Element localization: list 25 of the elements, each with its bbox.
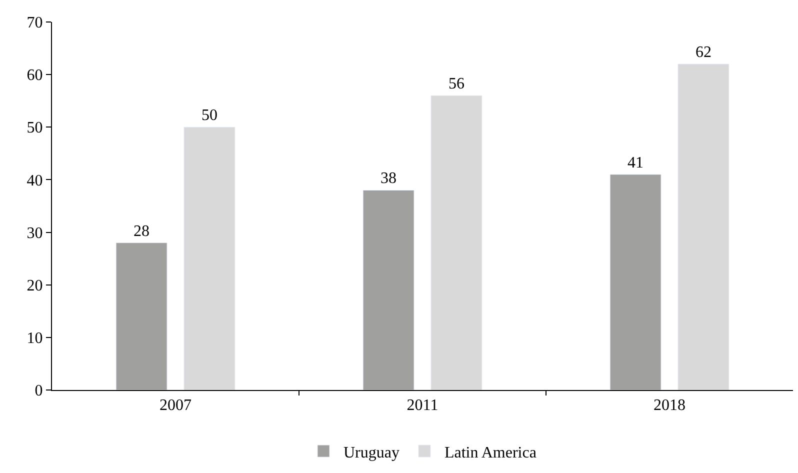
data-label: 56 (448, 76, 464, 93)
x-tick-label: 2007 (160, 397, 192, 414)
x-tick-label: 2018 (654, 397, 686, 414)
y-tick-label: 60 (26, 67, 43, 84)
y-tick-label: 20 (26, 277, 43, 294)
bar (678, 64, 730, 390)
y-tick-label: 40 (26, 172, 43, 190)
bar (362, 190, 414, 390)
y-tick-label: 30 (26, 224, 43, 242)
x-tick-label: 2011 (406, 397, 438, 414)
y-tick-label: 10 (26, 330, 43, 348)
data-label: 28 (134, 222, 150, 240)
y-tick-label: 50 (26, 120, 43, 137)
bar (430, 95, 482, 390)
legend-label: Uruguay (344, 444, 400, 462)
legend-label: Latin America (444, 444, 536, 462)
y-tick-label: 70 (26, 14, 43, 32)
bar (184, 126, 236, 390)
data-label: 41 (628, 154, 644, 172)
data-label: 50 (201, 107, 218, 124)
bar (610, 174, 662, 390)
data-label: 62 (695, 44, 712, 62)
bar (116, 242, 168, 390)
data-label: 38 (380, 170, 397, 188)
y-tick-label: 0 (34, 382, 43, 400)
